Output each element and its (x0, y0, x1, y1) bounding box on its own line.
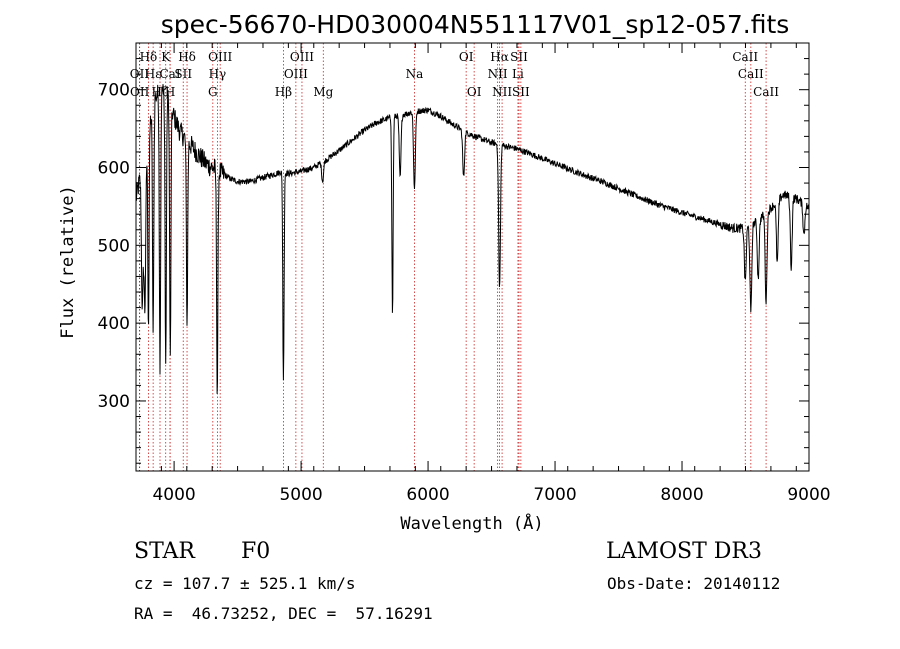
y-axis-label: Flux (relative) (58, 185, 78, 339)
line-marker-label: G (208, 85, 218, 99)
line-marker-label: Hβ (275, 85, 292, 99)
spectral-subclass: F0 (241, 539, 271, 564)
y-tick-label: 300 (98, 392, 130, 412)
x-axis-label: Wavelength (Å) (400, 512, 543, 534)
x-tick-label: 8000 (660, 485, 703, 505)
redshift-velocity: cz = 107.7 ± 525.1 km/s (134, 574, 356, 593)
line-marker-label: NII (488, 67, 508, 81)
line-marker-label: NII (492, 85, 512, 99)
line-marker-label: CaII (732, 50, 758, 64)
line-marker-label: Hδ (178, 50, 196, 64)
y-tick-label: 400 (98, 314, 130, 334)
y-tick-label: 700 (98, 81, 130, 101)
spectrum-line (135, 84, 810, 394)
line-marker-label: OIII (284, 67, 308, 81)
survey-name: LAMOST DR3 (606, 539, 762, 564)
chart-title: spec-56670-HD030004N551117V01_sp12-057.f… (161, 10, 790, 39)
line-marker-label: SII (512, 85, 530, 99)
line-marker-label: Na (406, 67, 424, 81)
x-tick-label: 7000 (533, 485, 576, 505)
line-marker-label: OI (459, 50, 474, 64)
line-marker-label: OI (467, 85, 482, 99)
y-tick-label: 600 (98, 159, 130, 179)
line-marker-label: Hδ (140, 50, 158, 64)
y-axis-ticks: 300 400 500 600 700 (98, 42, 809, 464)
x-tick-label: 9000 (787, 485, 830, 505)
line-marker-label: SII (174, 67, 192, 81)
observation-date: Obs-Date: 20140112 (607, 574, 781, 593)
line-marker-label: Li (512, 67, 524, 81)
line-marker-label: CaII (753, 85, 779, 99)
sky-coordinates: RA = 46.73252, DEC = 57.16291 (134, 604, 433, 623)
line-marker-label: CaI (159, 67, 180, 81)
line-marker-label: Hγ (209, 67, 227, 81)
line-marker-label: OIII (208, 50, 232, 64)
line-marker-label: OII (130, 85, 150, 99)
line-marker-label: H (165, 85, 175, 99)
line-marker-label: Mg (313, 85, 333, 99)
line-marker-label: SII (510, 50, 528, 64)
object-type: STAR (134, 539, 195, 564)
plot-frame (135, 42, 810, 472)
line-marker-label: Hα (490, 50, 509, 64)
line-marker-label: Hε (145, 67, 162, 81)
line-marker-label: OIII (290, 50, 314, 64)
line-marker-label: K (161, 50, 171, 64)
x-tick-label: 6000 (406, 485, 449, 505)
line-marker-label: CaII (738, 67, 764, 81)
y-tick-label: 500 (98, 236, 130, 256)
x-tick-label: 5000 (279, 485, 322, 505)
x-axis-ticks: 4000 5000 6000 7000 8000 9000 (135, 43, 831, 505)
x-tick-label: 4000 (152, 485, 195, 505)
line-markers (139, 43, 767, 471)
